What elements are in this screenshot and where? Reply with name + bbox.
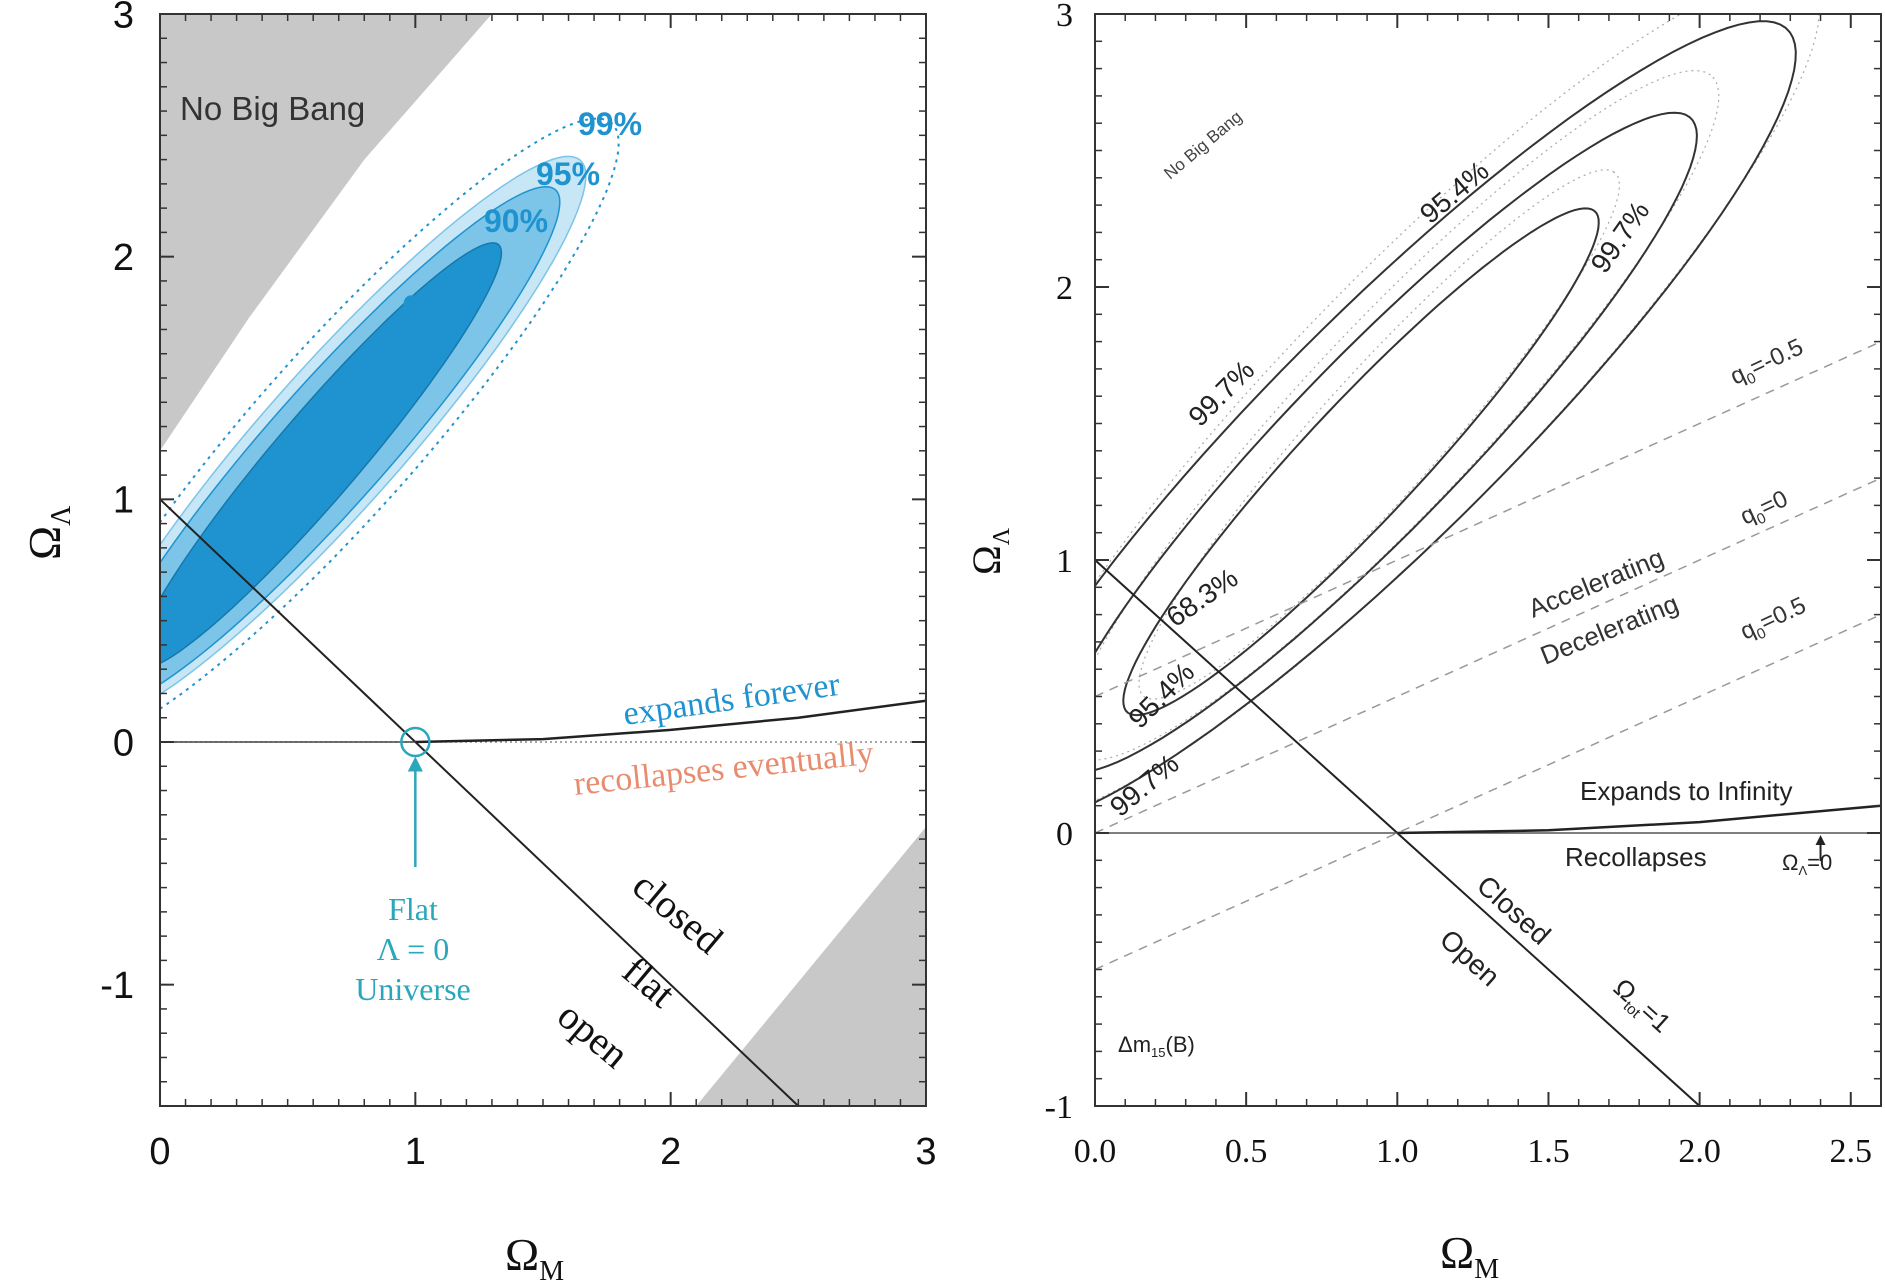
- dotted-contour: [1095, 14, 1820, 802]
- closed-label: closed: [624, 862, 731, 962]
- left-y-tick-label: -1: [100, 965, 134, 1007]
- q0-minus-half-label: q0=-0.5: [1726, 333, 1809, 394]
- left-x-tick-label: 1: [405, 1131, 426, 1173]
- right-y-tick-label: -1: [1045, 1089, 1073, 1126]
- right-y-tick-label: 0: [1056, 816, 1073, 853]
- q0-zero-label: q0=0: [1736, 485, 1794, 534]
- recollapses-label: Recollapses: [1565, 842, 1707, 872]
- left-plot-area: [160, 14, 926, 1106]
- right-y-axis-label: ΩΛ: [964, 527, 1015, 575]
- left-x-tick-label: 0: [149, 1131, 170, 1173]
- flat-label: flat: [614, 947, 684, 1016]
- recollapses-label: recollapses eventually: [572, 735, 875, 803]
- left-x-tick-label: 2: [660, 1131, 681, 1173]
- label-90: 90%: [484, 203, 548, 239]
- contour-99-7: [1095, 20, 1797, 804]
- left-axes: 0 1 2 3 -1 0 1 2 3: [100, 0, 936, 1173]
- omega-lambda-zero-label: ΩΛ=0: [1782, 850, 1832, 878]
- contour-95-4: [1095, 111, 1698, 772]
- open-label: open: [549, 992, 637, 1076]
- q0-plus-half-label: q0=0.5: [1736, 592, 1812, 649]
- right-x-tick-label: 1.0: [1376, 1133, 1419, 1170]
- left-y-tick-label: 0: [113, 722, 134, 764]
- no-big-bang-label: No Big Bang: [1160, 107, 1245, 183]
- contour-label-997-left: 99.7%: [1182, 354, 1260, 432]
- open-label: Open: [1434, 923, 1506, 992]
- delta-m-label: Δm15(B): [1118, 1032, 1195, 1060]
- right-x-tick-label: 2.5: [1830, 1133, 1873, 1170]
- right-axes: 0.0 0.5 1.0 1.5 2.0 2.5 -1 0 1 2 3: [1045, 0, 1882, 1170]
- right-x-tick-label: 1.5: [1527, 1133, 1570, 1170]
- flat-universe-line2: Λ = 0: [377, 931, 449, 967]
- flat-line: [160, 498, 799, 1106]
- contour-68: [160, 242, 503, 665]
- contour-label-683: 68.3%: [1161, 562, 1244, 633]
- dotted-contour: [1138, 169, 1621, 700]
- contour-label-954-top: 95.4%: [1414, 155, 1495, 230]
- right-y-tick-label: 2: [1056, 270, 1073, 307]
- right-x-tick-label: 0.5: [1225, 1133, 1268, 1170]
- left-y-tick-label: 2: [113, 237, 134, 279]
- right-y-tick-label: 3: [1056, 0, 1073, 34]
- right-panel: 0.0 0.5 1.0 1.5 2.0 2.5 -1 0 1 2 3 No Big Bang 95.…: [964, 0, 1882, 1285]
- left-y-tick-label: 1: [113, 480, 134, 522]
- contour-label-954-left: 95.4%: [1122, 656, 1200, 734]
- contour-99: [160, 117, 620, 710]
- contour-68-3: [1122, 207, 1600, 717]
- left-x-tick-label: 3: [915, 1131, 936, 1173]
- label-95: 95%: [536, 156, 600, 192]
- right-y-tick-label: 1: [1056, 543, 1073, 580]
- flat-universe-line3: Universe: [355, 971, 471, 1007]
- right-x-tick-label: 0.0: [1074, 1133, 1117, 1170]
- expands-to-infinity-label: Expands to Infinity: [1580, 776, 1792, 806]
- label-99: 99%: [578, 106, 642, 142]
- flat-universe-marker: [400, 726, 431, 758]
- excluded-region: [160, 14, 492, 451]
- left-y-axis-label: ΩΛ: [19, 505, 77, 560]
- right-x-tick-label: 2.0: [1678, 1133, 1721, 1170]
- flat-universe-line1: Flat: [388, 891, 438, 927]
- right-plot-area: [1095, 14, 1881, 1106]
- left-y-tick-label: 3: [113, 0, 134, 36]
- excluded-region: [696, 826, 926, 1106]
- expands-boundary-line: [415, 699, 926, 744]
- right-x-axis-label: ΩM: [1440, 1227, 1499, 1285]
- left-x-axis-label: ΩM: [505, 1229, 564, 1287]
- lambda-zero-arrowhead: [1815, 835, 1826, 845]
- expands-boundary-line: [1397, 804, 1881, 835]
- no-big-bang-label: No Big Bang: [180, 90, 365, 127]
- label-68: 68%: [402, 289, 466, 325]
